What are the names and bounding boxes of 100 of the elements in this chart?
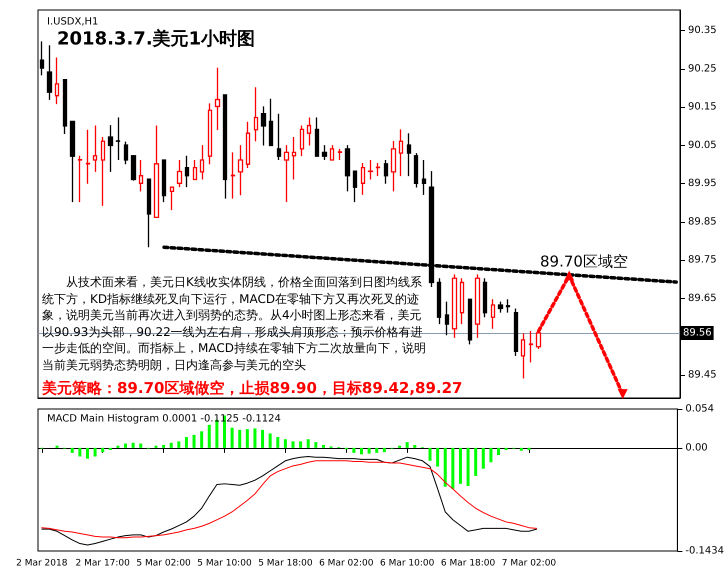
x-tick-label: 5 Mar 10:00: [197, 558, 252, 568]
candlestick: [314, 116, 320, 157]
candlestick: [230, 152, 236, 200]
candlestick: [222, 94, 228, 200]
x-tick-label: 6 Mar 10:00: [380, 558, 435, 568]
candlestick: [338, 148, 342, 161]
candlestick: [208, 102, 212, 165]
candlestick: [506, 298, 510, 314]
y-tick-label: 90.35: [688, 25, 717, 36]
bar: [124, 444, 128, 448]
candlestick: [92, 124, 98, 173]
y-tick-label: 89.65: [688, 293, 717, 304]
candlestick: [62, 78, 68, 135]
candlestick: [130, 154, 136, 182]
candlestick: [238, 144, 244, 196]
candlestick: [390, 140, 396, 192]
bar: [436, 448, 440, 467]
candlestick: [162, 159, 166, 203]
bar: [86, 448, 89, 459]
x-tick-label: 2 Mar 17:00: [76, 558, 130, 568]
y-tick-label: 90.25: [688, 63, 717, 74]
y-tick-label: 89.85: [688, 216, 717, 228]
bar: [184, 437, 188, 448]
candlestick: [330, 144, 334, 161]
y-tick-label: -0.1434: [685, 546, 724, 556]
bar: [413, 444, 416, 448]
bar: [504, 448, 508, 450]
candlestick: [260, 106, 266, 146]
candlestick: [300, 124, 304, 157]
y-tick-label: 90.15: [688, 102, 717, 113]
bar: [238, 430, 242, 448]
candlestick: [116, 116, 120, 161]
candlestick: [214, 67, 220, 131]
candlestick: [376, 162, 380, 177]
candlestick: [468, 298, 472, 346]
y-tick-label: 89.45: [688, 370, 717, 381]
bar: [382, 448, 386, 452]
bar: [70, 448, 74, 453]
candlestick: [246, 121, 250, 169]
bar: [299, 441, 302, 448]
bar: [170, 442, 173, 448]
x-tick-label: 2 Mar 2018: [16, 558, 68, 568]
bar: [375, 448, 378, 453]
candlestick: [422, 159, 426, 196]
candlestick: [70, 120, 76, 203]
candlestick: [490, 298, 496, 330]
candlestick: [108, 124, 114, 173]
bar: [368, 448, 371, 454]
candlestick: [292, 136, 296, 180]
candlestick: [200, 144, 204, 180]
candlestick: [154, 124, 160, 218]
bar: [360, 448, 364, 454]
candlestick: [138, 159, 144, 192]
y-tick-label: 0.00: [685, 442, 708, 454]
bar: [489, 448, 492, 462]
candlestick: [474, 274, 480, 339]
candlestick: [398, 128, 404, 177]
candlestick: [54, 56, 60, 105]
x-tick-label: 5 Mar 02:00: [136, 558, 192, 568]
bar: [253, 428, 256, 448]
bar: [406, 442, 409, 448]
candlestick: [184, 155, 190, 188]
candlestick: [124, 140, 128, 165]
bar: [497, 448, 500, 456]
candlestick: [306, 116, 312, 146]
bar: [162, 444, 166, 448]
text: I.USDX,H1: [47, 16, 98, 28]
bar: [192, 434, 196, 448]
bar: [306, 439, 310, 448]
bar: [261, 430, 264, 448]
candlestick: [192, 159, 198, 180]
bar: [94, 448, 97, 456]
candlestick: [344, 144, 350, 192]
candlestick: [254, 86, 258, 142]
candlestick: [146, 178, 152, 248]
candlestick: [46, 44, 52, 101]
candlestick: [268, 98, 274, 146]
bar: [527, 448, 530, 450]
candlestick: [452, 274, 458, 339]
bar: [208, 424, 211, 448]
ref-line-label: 89.56: [683, 327, 712, 338]
x-tick-label: 6 Mar 18:00: [440, 558, 496, 568]
bar: [177, 441, 180, 448]
bar: [268, 433, 272, 448]
candlestick: [352, 170, 358, 203]
annotation: 从技术面来看，美元日K线收实体阴线，价格全面回落到日图均线系统下方，KD指标继续死叉向下运行，MACD在零轴下方又再次死叉的迹象，说明美元当前再次进入到弱势的态势。从4小时图上形态来看，美元以90.93为头部，90.22一线为左右肩，形成头肩顶形态；预示价格有进一步走低的空间。而指标上，MACD持续在零轴下方二次放量向下，说明当前美元弱势态势明朗，日内逢高参与美元的空头: [42, 274, 427, 373]
candlestick: [528, 330, 534, 364]
candlestick: [482, 278, 488, 318]
bar: [200, 431, 204, 448]
bar: [458, 448, 462, 484]
bar: [451, 448, 454, 489]
candlestick: [498, 300, 504, 314]
candlestick: [100, 136, 106, 207]
candlestick: [460, 278, 464, 325]
candlestick: [414, 152, 418, 188]
bar: [352, 448, 356, 453]
y-tick-label: 89.95: [688, 178, 717, 190]
bar: [482, 448, 485, 469]
bar: [230, 428, 234, 448]
bar: [474, 448, 478, 476]
